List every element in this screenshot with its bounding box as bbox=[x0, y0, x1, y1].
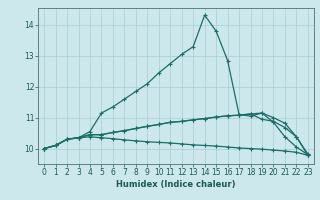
X-axis label: Humidex (Indice chaleur): Humidex (Indice chaleur) bbox=[116, 180, 236, 189]
